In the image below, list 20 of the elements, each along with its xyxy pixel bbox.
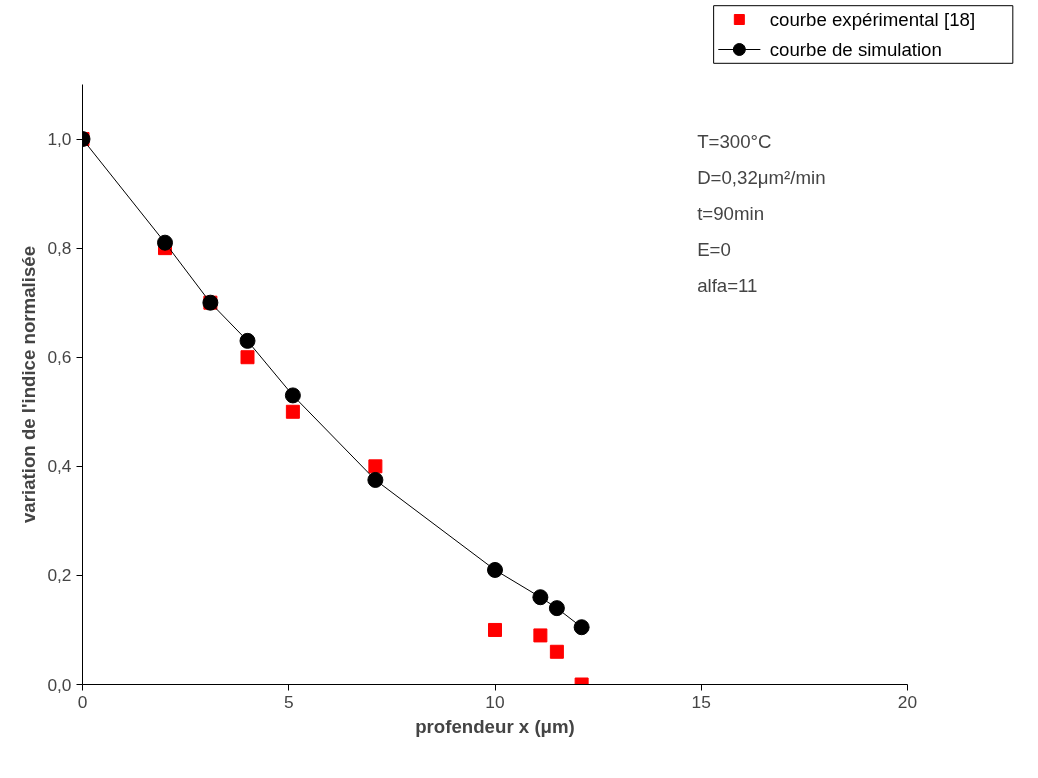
x-tick-label: 20 xyxy=(897,691,918,712)
legend-label: courbe expérimental [18] xyxy=(769,9,976,30)
x-tick-label: 10 xyxy=(485,691,505,712)
y-tick-label: 0,8 xyxy=(47,238,72,259)
annotation: D=0,32μm²/min xyxy=(697,167,826,188)
annotation: E=0 xyxy=(697,239,731,260)
y-tick-label: 1,0 xyxy=(47,129,72,150)
x-tick-label: 5 xyxy=(283,691,294,712)
x-axis-title: profendeur x (μm) xyxy=(415,715,575,737)
legend-label: courbe de simulation xyxy=(769,39,942,60)
y-tick-label: 0,0 xyxy=(47,674,72,695)
y-tick-label: 0,2 xyxy=(47,565,72,586)
annotation: t=90min xyxy=(697,203,765,224)
y-tick-label: 0,4 xyxy=(47,456,72,477)
annotation: T=300°C xyxy=(697,131,772,152)
x-tick-label: 0 xyxy=(77,691,88,712)
x-tick-label: 15 xyxy=(691,691,711,712)
annotation: alfa=11 xyxy=(697,275,758,296)
y-tick-label: 0,6 xyxy=(47,347,72,368)
y-axis-title: variation de l'indice normalisée xyxy=(18,245,40,524)
